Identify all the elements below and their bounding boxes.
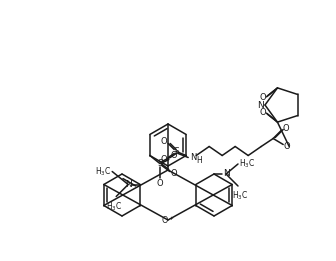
Text: O: O [170,151,177,160]
Text: H$_3$C: H$_3$C [239,158,255,170]
Text: O$^+$: O$^+$ [161,214,175,226]
Text: O: O [161,155,168,164]
Text: O: O [161,137,168,146]
Text: S: S [173,147,179,156]
Text: O: O [284,142,291,151]
Text: H$_3$C: H$_3$C [232,190,248,202]
Text: O: O [170,169,177,178]
Text: H$_3$C: H$_3$C [95,165,111,178]
Text: N: N [258,100,264,110]
Text: O: O [259,93,266,102]
Text: N: N [190,153,196,162]
Text: O: O [157,179,163,188]
Text: O: O [283,124,290,133]
Text: N: N [223,169,229,179]
Text: S: S [157,159,163,168]
Text: H$_3$C: H$_3$C [106,200,122,213]
Text: H: H [196,156,202,165]
Text: O: O [259,108,266,117]
Text: N: N [125,180,132,189]
